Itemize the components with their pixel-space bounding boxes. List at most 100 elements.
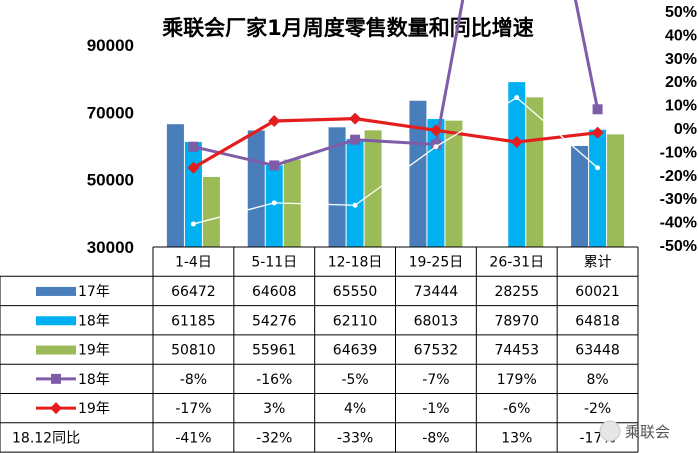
table-cell: 28255	[494, 284, 539, 300]
bar-2	[589, 129, 607, 247]
category-label: 19-25日	[409, 255, 464, 271]
table-cell: -7%	[422, 372, 449, 388]
y2-tick-label: 50%	[665, 4, 697, 21]
table-cell: 64818	[575, 313, 620, 329]
y-tick-label: 90000	[87, 36, 134, 55]
line-1-point	[269, 160, 280, 171]
line-3-point	[514, 95, 520, 101]
watermark-text: 乘联会	[625, 423, 670, 441]
line-2-point	[268, 114, 281, 127]
y2-tick-label: 30%	[665, 51, 697, 68]
bar-1	[247, 130, 265, 247]
line-1	[193, 0, 600, 167]
y-tick-label: 50000	[87, 171, 134, 190]
line-2-point	[510, 136, 523, 149]
bars	[166, 82, 625, 248]
line-1-point	[592, 104, 603, 115]
table-cell: -17%	[175, 401, 211, 417]
category-label: 5-11日	[251, 255, 297, 271]
legend-label: 18年	[78, 372, 110, 388]
legend-swatch	[36, 316, 76, 326]
legend-label: 18.12同比	[12, 430, 80, 446]
y2-tick-label: -10%	[660, 144, 697, 161]
table-cell: 8%	[586, 372, 608, 388]
bar-2	[508, 82, 526, 247]
bar-1	[166, 124, 184, 247]
watermark-logo-icon	[599, 420, 621, 442]
line-2-point	[591, 126, 604, 139]
line-3-point	[352, 202, 358, 208]
category-label: 累计	[584, 255, 612, 271]
table-cell: 62110	[333, 313, 378, 329]
bar-3	[202, 176, 220, 247]
table-cell: 74453	[494, 343, 539, 359]
bar-3	[607, 134, 625, 247]
category-label: 1-4日	[175, 255, 212, 271]
line-2	[192, 117, 598, 170]
table-cell: 66472	[171, 284, 216, 300]
table-cell: 65550	[333, 284, 378, 300]
y2-tick-label: -50%	[660, 238, 697, 255]
line-2-point	[349, 112, 362, 125]
line-3-point	[190, 221, 196, 227]
table-cell: -1%	[422, 401, 449, 417]
legend-label: 19年	[78, 401, 110, 417]
chart-title: 乘联会厂家1月周度零售数量和同比增速	[161, 16, 534, 40]
bar-2	[427, 119, 445, 247]
table-cell: -16%	[256, 372, 292, 388]
y2-tick-label: 20%	[665, 74, 697, 91]
table-cell: 67532	[414, 343, 459, 359]
bar-3	[526, 97, 544, 247]
legend-label: 19年	[78, 343, 110, 359]
y2-tick-label: -20%	[660, 168, 697, 185]
line-3-point	[271, 200, 277, 206]
line-3-point	[595, 165, 601, 171]
y2-tick-label: -40%	[660, 215, 697, 232]
table-cell: -41%	[175, 430, 211, 446]
bar-2	[265, 165, 283, 247]
table-cell: -8%	[180, 372, 207, 388]
table-cell: 64639	[333, 343, 378, 359]
data-table: 1-4日 5-11日 12-18日 19-25日 26-31日 累计 17年 66472 646…	[0, 246, 639, 453]
y-tick-label: 30000	[87, 238, 134, 257]
y2-tick-label: 40%	[665, 27, 697, 44]
table-cell: -2%	[584, 401, 611, 417]
table-cell: -6%	[503, 401, 530, 417]
legend-label: 17年	[78, 284, 110, 300]
legend-swatch	[36, 286, 76, 296]
table-cell: -5%	[341, 372, 368, 388]
bar-2	[184, 142, 202, 247]
y2-axis: 50% 40% 30% 20% 10% 0% -10% -20% -30% -40% -50%	[660, 4, 697, 255]
legend-marker	[50, 402, 62, 415]
bar-2	[346, 138, 364, 247]
watermark: 乘联会	[599, 420, 670, 442]
line-3-point	[433, 144, 439, 150]
line-2-point	[429, 124, 442, 137]
table-cell: 54276	[252, 313, 297, 329]
y-axis: 90000 70000 50000 30000	[87, 36, 134, 257]
table-cell: 64608	[252, 284, 297, 300]
category-label: 12-18日	[328, 255, 383, 271]
line-3	[193, 96, 599, 225]
lines	[187, 0, 604, 227]
line-2-point	[187, 161, 200, 174]
bar-1	[328, 127, 346, 247]
legend-marker	[51, 373, 61, 384]
legend-swatch	[36, 345, 76, 355]
table-cell: 63448	[575, 343, 620, 359]
bar-3	[445, 120, 463, 247]
y2-tick-label: -30%	[660, 191, 697, 208]
table-cell: 68013	[414, 313, 459, 329]
table-cell: 4%	[344, 401, 366, 417]
table-cell: -32%	[256, 430, 292, 446]
table-cell: 61185	[171, 313, 216, 329]
table-cell: 179%	[497, 372, 537, 388]
table-cell: -33%	[337, 430, 373, 446]
table-cell: 78970	[494, 313, 539, 329]
table-cell: 3%	[263, 401, 285, 417]
table-cell: 50810	[171, 343, 216, 359]
table-cell: 73444	[414, 284, 459, 300]
table-cell: 60021	[575, 284, 620, 300]
